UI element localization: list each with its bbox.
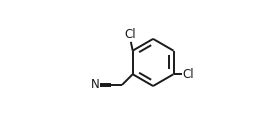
Text: Cl: Cl [183, 68, 194, 81]
Text: Cl: Cl [125, 28, 136, 41]
Text: N: N [91, 78, 100, 91]
